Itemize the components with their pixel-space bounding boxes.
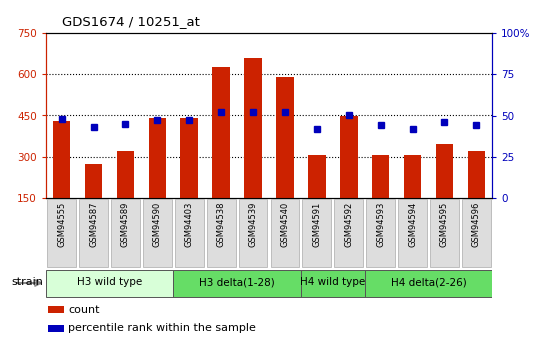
FancyBboxPatch shape <box>301 269 365 296</box>
Bar <box>340 116 358 198</box>
Bar <box>404 155 421 198</box>
Text: GSM94595: GSM94595 <box>440 201 449 247</box>
Bar <box>436 144 453 198</box>
Text: strain: strain <box>11 277 43 287</box>
Bar <box>372 155 390 198</box>
Text: GSM94587: GSM94587 <box>89 201 98 247</box>
Text: GSM94589: GSM94589 <box>121 201 130 247</box>
FancyBboxPatch shape <box>271 199 299 267</box>
Text: GSM94590: GSM94590 <box>153 201 162 247</box>
FancyBboxPatch shape <box>365 269 492 296</box>
Text: H4 wild type: H4 wild type <box>300 277 365 287</box>
FancyBboxPatch shape <box>143 199 172 267</box>
FancyBboxPatch shape <box>302 199 331 267</box>
Text: GSM94538: GSM94538 <box>217 201 225 247</box>
Text: GSM94593: GSM94593 <box>376 201 385 247</box>
Text: GSM94591: GSM94591 <box>313 201 321 247</box>
FancyBboxPatch shape <box>111 199 140 267</box>
FancyBboxPatch shape <box>47 199 76 267</box>
Bar <box>48 325 63 332</box>
Text: H3 wild type: H3 wild type <box>77 277 142 287</box>
Bar <box>308 155 325 198</box>
Text: GSM94592: GSM94592 <box>344 201 353 247</box>
Bar <box>148 118 166 198</box>
Text: count: count <box>68 305 100 315</box>
Text: GSM94594: GSM94594 <box>408 201 417 247</box>
FancyBboxPatch shape <box>239 199 267 267</box>
Text: GSM94555: GSM94555 <box>57 201 66 247</box>
Bar <box>244 58 262 198</box>
FancyBboxPatch shape <box>79 199 108 267</box>
Bar <box>180 118 198 198</box>
FancyBboxPatch shape <box>366 199 395 267</box>
Text: GDS1674 / 10251_at: GDS1674 / 10251_at <box>62 15 200 28</box>
Text: GSM94539: GSM94539 <box>249 201 258 247</box>
FancyBboxPatch shape <box>398 199 427 267</box>
Text: H3 delta(1-28): H3 delta(1-28) <box>199 277 275 287</box>
FancyBboxPatch shape <box>46 269 173 296</box>
Bar <box>213 67 230 198</box>
Bar <box>276 77 294 198</box>
Text: percentile rank within the sample: percentile rank within the sample <box>68 323 256 333</box>
FancyBboxPatch shape <box>430 199 459 267</box>
FancyBboxPatch shape <box>175 199 203 267</box>
Text: GSM94403: GSM94403 <box>185 201 194 247</box>
Text: GSM94596: GSM94596 <box>472 201 481 247</box>
Text: H4 delta(2-26): H4 delta(2-26) <box>391 277 466 287</box>
FancyBboxPatch shape <box>173 269 301 296</box>
FancyBboxPatch shape <box>335 199 363 267</box>
Bar <box>53 121 70 198</box>
Text: GSM94540: GSM94540 <box>280 201 289 247</box>
Bar <box>117 151 134 198</box>
FancyBboxPatch shape <box>462 199 491 267</box>
Bar <box>48 306 63 313</box>
Bar <box>468 151 485 198</box>
FancyBboxPatch shape <box>207 199 236 267</box>
Bar <box>85 164 102 198</box>
